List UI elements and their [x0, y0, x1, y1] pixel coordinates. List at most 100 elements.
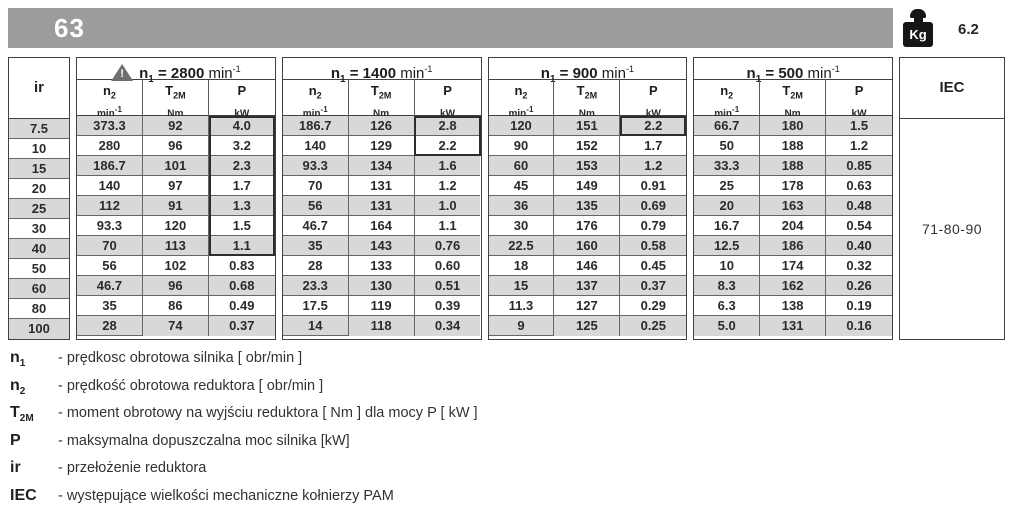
legend-item-n1: n1 - prędkosc obrotowa silnika [ obr/min… [10, 349, 770, 371]
subcol-p: P kW [851, 83, 867, 119]
n1-speed-label: n1 = 1400 [330, 65, 401, 85]
data-cell: 163 [760, 196, 827, 216]
data-cell: 162 [760, 276, 827, 296]
data-cell: 140 [282, 136, 349, 156]
data-cell: 373.3 [77, 116, 143, 136]
data-cell: 140 [77, 176, 143, 196]
ir-value: 60 [9, 278, 69, 299]
legend: n1 - prędkosc obrotowa silnika [ obr/min… [10, 349, 770, 514]
data-cell: 36 [488, 196, 555, 216]
data-cell: 120 [142, 216, 209, 236]
group-header: n1 = 900 min-1 [488, 58, 687, 85]
data-cell: 151 [554, 116, 621, 136]
data-cell: 0.68 [208, 276, 275, 296]
data-cell: 28 [77, 316, 143, 336]
data-cell: 97 [142, 176, 209, 196]
iec-column: IEC 71-80-90 [899, 57, 1005, 340]
data-cell: 91 [142, 196, 209, 216]
data-cell: 188 [760, 156, 827, 176]
group-header: n1 = 1400 min-1 [282, 58, 481, 85]
weight-stem-icon [913, 18, 923, 22]
data-cell: 96 [142, 276, 209, 296]
iec-header: IEC [900, 58, 1004, 119]
data-cell: 14 [282, 316, 349, 336]
data-cell: 1.5 [208, 216, 275, 236]
data-cell: 28 [282, 256, 349, 276]
data-cell: 134 [348, 156, 415, 176]
data-cell: 16.7 [694, 216, 761, 236]
ir-value: 100 [9, 318, 69, 339]
data-cell: 2.8 [414, 116, 481, 136]
data-cell: 0.19 [826, 296, 892, 316]
kg-unit-label: Kg [903, 22, 933, 47]
data-cell: 86 [142, 296, 209, 316]
ir-column-body: 7.5 10 15 20 25 30 40 50 60 80 100 [9, 118, 69, 339]
ir-value: 7.5 [9, 118, 69, 139]
subcol-t2m: T2M Nm [554, 80, 621, 120]
group-data-body: 66.7 180 1.5 50 188 1.2 33.3 188 0.85 25 178 0.63 20… [694, 116, 892, 336]
data-cell: 0.40 [826, 236, 892, 256]
data-cell: 10 [694, 256, 761, 276]
data-cell: 4.0 [208, 116, 275, 136]
data-cell: 146 [554, 256, 621, 276]
data-cell: 33.3 [694, 156, 761, 176]
n1-speed-label: n1 = 2800 [139, 65, 209, 85]
legend-item-p: P - maksymalna dopuszczalna moc silnika … [10, 432, 770, 454]
group-data-body: 120 151 2.2 90 152 1.7 60 153 1.2 45 149 0.91 36 135 0… [488, 116, 687, 336]
data-cell: 120 [488, 116, 555, 136]
data-cell: 174 [760, 256, 827, 276]
data-cell: 92 [142, 116, 209, 136]
group-data-body: 373.3 92 4.0 280 96 3.2 186.7 101 2.3 140 97 1.7 112… [77, 116, 275, 336]
spec-table: ir 7.5 10 15 20 25 30 40 50 60 80 100 ! n1 = 2800 m… [8, 57, 1005, 340]
subcol-p: P kW [645, 83, 661, 119]
data-cell: 8.3 [694, 276, 761, 296]
data-cell: 46.7 [77, 276, 143, 296]
ir-value: 50 [9, 259, 69, 279]
ir-value: 10 [9, 139, 69, 159]
subcol-p: P kW [440, 83, 456, 119]
legend-symbol: T2M [10, 404, 34, 425]
data-cell: 0.48 [826, 196, 892, 216]
data-cell: 0.49 [208, 296, 275, 316]
data-cell: 135 [554, 196, 621, 216]
data-cell: 0.83 [208, 256, 275, 276]
data-cell: 1.7 [208, 176, 275, 196]
legend-text: - moment obrotowy na wyjściu reduktora [… [58, 405, 478, 421]
data-cell: 23.3 [282, 276, 349, 296]
data-cell: 2.3 [208, 156, 275, 176]
data-cell: 18 [488, 256, 555, 276]
legend-item-n2: n2 - prędkość obrotowa reduktora [ obr/m… [10, 377, 770, 399]
data-cell: 102 [142, 256, 209, 276]
data-cell: 112 [77, 196, 143, 216]
data-cell: 0.26 [826, 276, 892, 296]
legend-text: - prędkość obrotowa reduktora [ obr/min … [58, 377, 324, 394]
group-header: ! n1 = 2800 min-1 [77, 58, 275, 85]
data-cell: 5.0 [694, 316, 761, 336]
weight-knob-icon [910, 9, 926, 18]
subcol-t2m: T2M Nm [349, 80, 415, 120]
data-cell: 56 [77, 256, 143, 276]
iec-body: 71-80-90 [900, 119, 1004, 339]
data-cell: 149 [554, 176, 621, 196]
legend-symbol: P [10, 431, 21, 449]
data-cell: 22.5 [488, 236, 555, 256]
data-cell: 101 [142, 156, 209, 176]
data-cell: 46.7 [282, 216, 349, 236]
legend-item-ir: ir - przełożenie reduktora [10, 459, 770, 481]
data-cell: 56 [282, 196, 349, 216]
data-cell: 15 [488, 276, 555, 296]
data-cell: 70 [282, 176, 349, 196]
data-cell: 6.3 [694, 296, 761, 316]
data-cell: 0.54 [826, 216, 892, 236]
data-cell: 138 [760, 296, 827, 316]
data-cell: 186.7 [77, 156, 143, 176]
data-cell: 0.51 [414, 276, 481, 296]
data-cell: 137 [554, 276, 621, 296]
data-cell: 160 [554, 236, 621, 256]
data-cell: 0.37 [620, 276, 687, 296]
data-cell: 0.37 [208, 316, 275, 336]
data-cell: 0.45 [620, 256, 687, 276]
data-cell: 0.58 [620, 236, 687, 256]
data-cell: 3.2 [208, 136, 275, 156]
legend-item-iec: IEC - występujące wielkości mechaniczne … [10, 487, 770, 509]
